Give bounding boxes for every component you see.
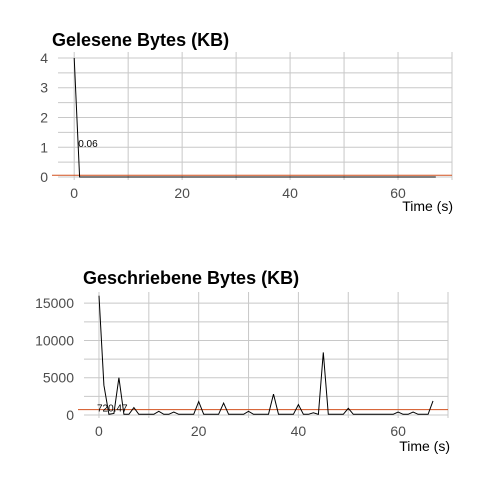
x-tick-label: 60 (390, 423, 406, 439)
x-axis-label: Time (s) (402, 198, 453, 214)
y-tick-label: 3 (40, 80, 48, 96)
x-axis-ticks: 0 20 40 60 (70, 185, 406, 201)
x-tick-label: 0 (95, 423, 103, 439)
y-tick-label: 15000 (35, 295, 74, 311)
x-tick-label: 20 (191, 423, 207, 439)
x-axis-ticks: 0 20 40 60 (95, 423, 406, 439)
chart-title: Gelesene Bytes (KB) (52, 30, 229, 50)
reference-line-label: 0.06 (78, 139, 98, 150)
x-tick-label: 40 (291, 423, 307, 439)
x-tick-label: 40 (282, 185, 298, 201)
chart-title: Geschriebene Bytes (KB) (83, 268, 299, 288)
y-tick-label: 2 (40, 109, 48, 125)
grid (84, 292, 448, 418)
y-tick-label: 1 (40, 139, 48, 155)
reference-line: 720.47 (78, 404, 448, 415)
y-axis-ticks: 0 1 2 3 4 (40, 50, 48, 185)
x-tick-label: 20 (174, 185, 190, 201)
grid (58, 52, 452, 180)
chart-geschriebene-bytes: Geschriebene Bytes (KB) 720.47 0 5000 1000… (35, 268, 450, 454)
x-tick-label: 0 (70, 185, 78, 201)
y-tick-label: 5000 (43, 370, 74, 386)
y-tick-label: 0 (66, 407, 74, 423)
y-tick-label: 0 (40, 169, 48, 185)
x-axis-label: Time (s) (399, 438, 450, 454)
y-tick-label: 10000 (35, 332, 74, 348)
y-tick-label: 4 (40, 50, 48, 66)
reference-line: 0.06 (52, 139, 452, 175)
y-axis-ticks: 0 5000 10000 15000 (35, 295, 74, 423)
